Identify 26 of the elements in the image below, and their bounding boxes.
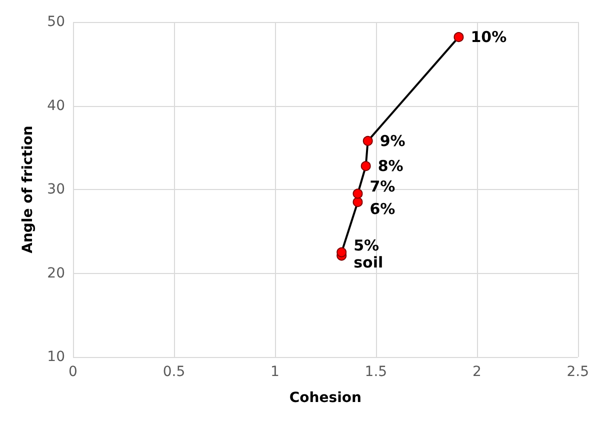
y-tick-label: 50: [47, 14, 65, 30]
x-tick-label: 2.5: [566, 364, 589, 380]
x-tick-label: 2: [472, 364, 482, 380]
annotation: 5%: [354, 236, 380, 254]
point: [336, 247, 347, 258]
x-tick-label: 0.5: [162, 364, 186, 380]
y-tick-label: 10: [47, 349, 65, 365]
annotation: 10%: [470, 28, 507, 46]
annotation: 7%: [370, 178, 396, 196]
annotation: 9%: [380, 132, 406, 150]
point: [454, 32, 464, 42]
y-tick-label: 30: [47, 182, 65, 198]
point: [360, 161, 371, 172]
y-axis-title: Angle of friction: [20, 126, 36, 254]
annotation: soil: [354, 254, 384, 272]
annotation: 6%: [370, 200, 396, 218]
x-tick-label: 1.5: [364, 364, 388, 380]
x-tick-label: 1: [270, 364, 280, 380]
point: [352, 197, 363, 208]
y-tick-label: 40: [47, 98, 65, 114]
y-tick-label: 20: [47, 265, 65, 282]
x-axis-title: Cohesion: [289, 390, 362, 406]
x-tick-label: 0: [68, 364, 78, 380]
annotation: 8%: [378, 157, 404, 176]
point: [362, 136, 373, 146]
point: [352, 188, 363, 199]
